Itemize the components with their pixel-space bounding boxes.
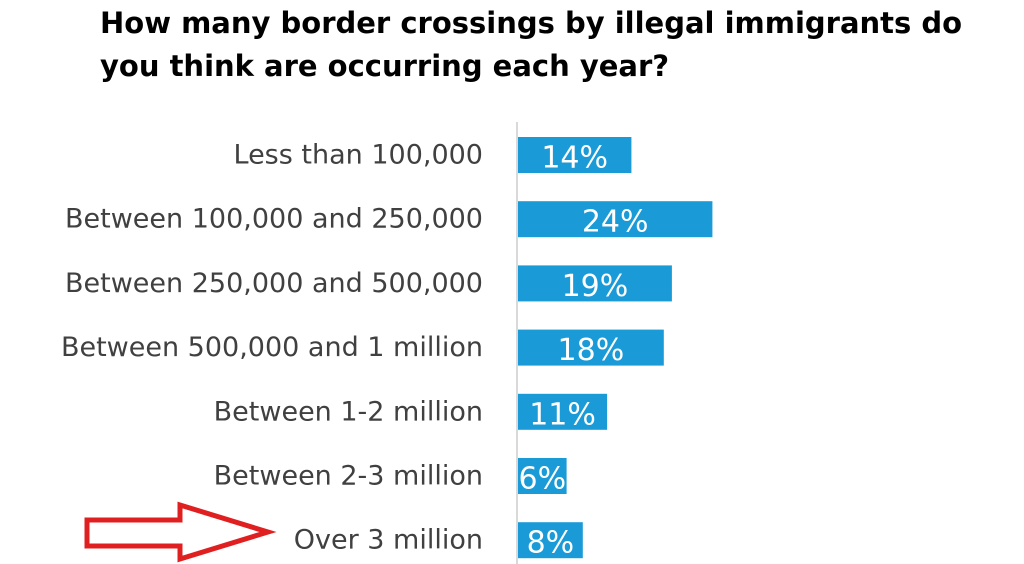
chart-title: How many border crossings by illegal imm…: [100, 6, 963, 83]
category-label: Less than 100,000: [234, 140, 484, 171]
bar: [518, 137, 632, 173]
category-label: Between 500,000 and 1 million: [61, 332, 483, 363]
bar: [518, 329, 664, 366]
bar: [518, 522, 583, 559]
bar: [518, 458, 567, 494]
data-label: 14%: [541, 141, 608, 176]
data-label: 11%: [529, 397, 596, 432]
category-label: Between 1-2 million: [214, 396, 483, 427]
category-labels-group: Less than 100,000 Between 100,000 and 250…: [61, 140, 483, 556]
category-label: Between 2-3 million: [214, 461, 483, 492]
data-label: 6%: [519, 462, 567, 497]
category-label: Between 250,000 and 500,000: [65, 268, 483, 299]
bars-group: [518, 137, 713, 559]
data-labels-group: 14% 24% 19% 18% 11% 6% 8%: [519, 141, 649, 561]
category-label: Over 3 million: [294, 525, 483, 556]
annotation-arrow-icon: [84, 501, 277, 563]
bar: [518, 393, 608, 430]
bar: [518, 265, 672, 302]
bar: [518, 201, 713, 238]
category-label: Between 100,000 and 250,000: [65, 204, 483, 235]
data-label: 18%: [558, 333, 625, 368]
data-label: 8%: [527, 526, 575, 561]
data-label: 19%: [562, 269, 629, 304]
data-label: 24%: [582, 205, 649, 240]
